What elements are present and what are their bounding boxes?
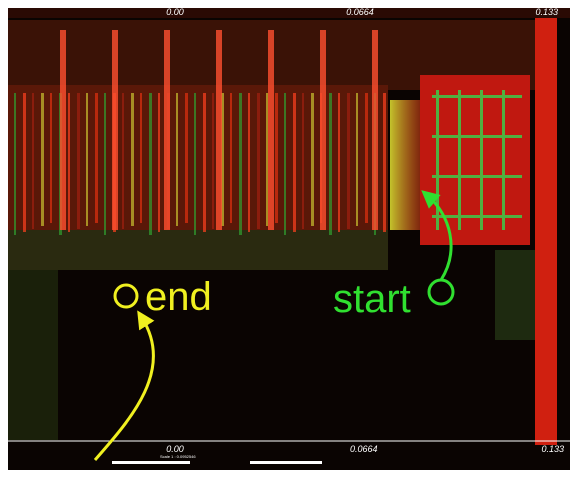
furniture	[8, 230, 388, 270]
stripe	[248, 93, 250, 232]
stripe	[32, 93, 34, 229]
stripe	[77, 93, 80, 229]
stripe	[23, 93, 26, 232]
window-pane	[480, 90, 483, 230]
stripe	[41, 93, 44, 226]
glow	[390, 100, 425, 230]
tick-label: 0.133	[535, 7, 558, 17]
scale-label: Scale 1 : 0.0952546	[160, 454, 196, 459]
stripe	[275, 93, 278, 223]
stripe	[68, 93, 70, 232]
tick-label: 0.00	[166, 444, 184, 454]
stripe	[122, 93, 124, 229]
stripe	[266, 93, 268, 226]
stripe	[329, 93, 332, 235]
window-bar	[432, 95, 522, 98]
stripe	[356, 93, 358, 226]
point-cloud-view: 0.00 0.0664 0.133 0.00 0.0664 0.133 Scal…	[0, 0, 576, 482]
stripe	[149, 93, 152, 235]
stripe	[140, 93, 142, 223]
pillar	[535, 15, 557, 445]
column	[60, 30, 66, 230]
stripe	[347, 93, 350, 229]
tick-label: 0.0664	[350, 444, 378, 454]
tick-label: 0.00	[166, 7, 184, 17]
column	[268, 30, 274, 230]
stripe	[284, 93, 286, 235]
column	[372, 30, 378, 230]
stripe	[86, 93, 88, 226]
top-ruler	[8, 8, 570, 18]
column	[216, 30, 222, 230]
stripe	[230, 93, 232, 223]
stripe	[293, 93, 296, 232]
window-pane	[458, 90, 461, 230]
right-object	[495, 250, 535, 340]
stripe	[239, 93, 242, 235]
end-label: end	[145, 275, 212, 319]
stripe	[302, 93, 304, 229]
column	[164, 30, 170, 230]
window-bar	[432, 175, 522, 178]
window-pane	[502, 90, 505, 230]
stripe	[95, 93, 98, 223]
stripe	[257, 93, 260, 229]
stripe	[14, 93, 16, 235]
tick-label: 0.133	[541, 444, 564, 454]
stripe	[194, 93, 196, 235]
stripe	[158, 93, 160, 232]
column	[112, 30, 118, 230]
stripe	[311, 93, 314, 226]
column	[320, 30, 326, 230]
stripe	[383, 93, 386, 232]
start-label: start	[333, 277, 411, 321]
window-bar	[432, 135, 522, 138]
stripe	[104, 93, 106, 235]
tick-label: 0.0664	[346, 7, 374, 17]
stripe	[365, 93, 368, 223]
stripe	[212, 93, 214, 229]
stripe	[50, 93, 52, 223]
stripe	[203, 93, 206, 232]
stripe	[338, 93, 340, 232]
stripe	[176, 93, 178, 226]
stripe	[185, 93, 188, 223]
left-object	[8, 270, 58, 440]
page: {"top_ruler": {"ticks": ["0.00", "0.0664…	[0, 0, 576, 482]
scale-bar	[250, 461, 322, 464]
stripe	[131, 93, 134, 226]
scale-bar	[112, 461, 190, 464]
